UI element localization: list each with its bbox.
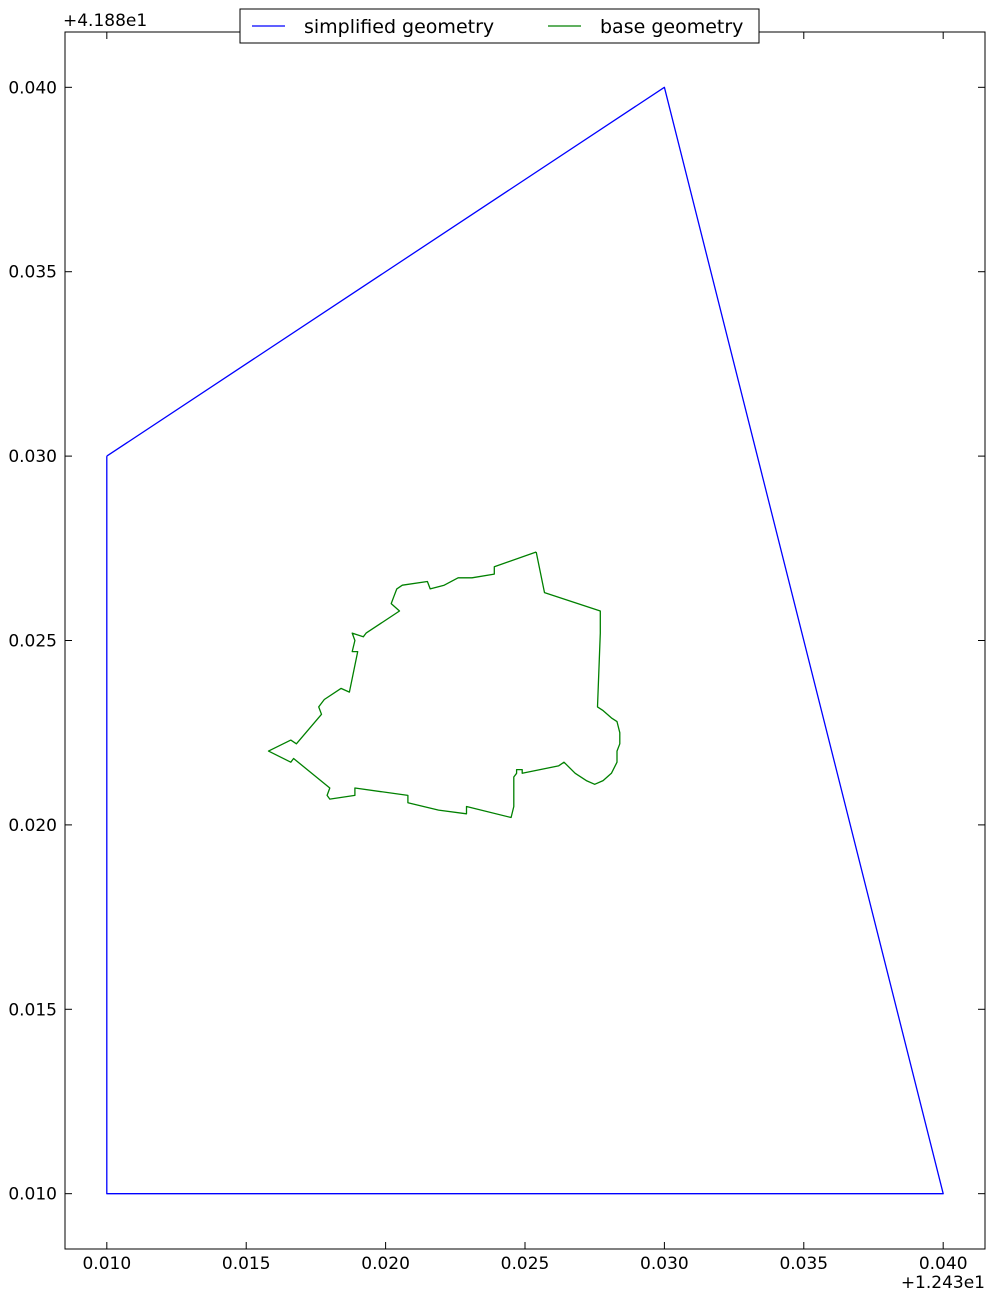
- x-tick-label: 0.015: [222, 1254, 271, 1274]
- ticks-layer: 0.010 0.015 0.020 0.025 0.030 0.035 0.040 0.010…: [8, 32, 985, 1274]
- x-tick-label: 0.035: [779, 1254, 828, 1274]
- y-tick-label: 0.035: [8, 263, 57, 283]
- y-tick-label: 0.015: [8, 1000, 57, 1020]
- x-tick-label: 0.040: [919, 1254, 968, 1274]
- x-tick-label: 0.030: [640, 1254, 689, 1274]
- y-tick-label: 0.040: [8, 78, 57, 98]
- y-tick-label: 0.020: [8, 816, 57, 836]
- series-layer: [106, 86, 944, 1195]
- legend-box: [239, 8, 760, 44]
- y-tick-label: 0.030: [8, 447, 57, 467]
- x-tick-label: 0.010: [82, 1254, 131, 1274]
- y-offset-label: +4.188e1: [63, 11, 147, 31]
- y-tick-label: 0.025: [8, 632, 57, 652]
- series-line-base-geometry: [267, 551, 621, 819]
- legend: simplified geometry base geometry: [239, 8, 760, 44]
- x-offset-label: +1.243e1: [901, 1273, 985, 1293]
- y-tick-label: 0.010: [8, 1185, 57, 1205]
- legend-label-simplified: simplified geometry: [304, 16, 494, 38]
- x-tick-label: 0.020: [361, 1254, 410, 1274]
- x-tick-label: 0.025: [501, 1254, 550, 1274]
- series-line-simplified-geometry: [106, 86, 944, 1195]
- legend-label-base: base geometry: [600, 16, 743, 38]
